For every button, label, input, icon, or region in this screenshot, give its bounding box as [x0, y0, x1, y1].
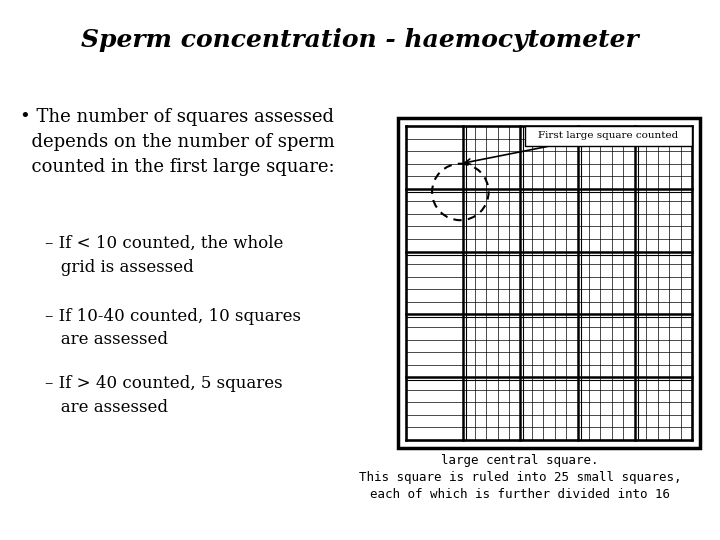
Text: – If 10-40 counted, 10 squares
   are assessed: – If 10-40 counted, 10 squares are asses…: [45, 308, 301, 348]
Text: – If < 10 counted, the whole
   grid is assessed: – If < 10 counted, the whole grid is ass…: [45, 235, 284, 275]
Bar: [398, 118, 700, 448]
Bar: [406, 126, 692, 440]
Text: large central square.
This square is ruled into 25 small squares,
each of which : large central square. This square is rul…: [359, 454, 681, 501]
Text: Sperm concentration - haemocytometer: Sperm concentration - haemocytometer: [81, 28, 639, 52]
Text: First large square counted: First large square counted: [539, 132, 678, 140]
Bar: [525, 126, 692, 146]
Text: • The number of squares assessed
  depends on the number of sperm
  counted in t: • The number of squares assessed depends…: [20, 108, 335, 176]
Text: – If > 40 counted, 5 squares
   are assessed: – If > 40 counted, 5 squares are assesse…: [45, 375, 283, 415]
